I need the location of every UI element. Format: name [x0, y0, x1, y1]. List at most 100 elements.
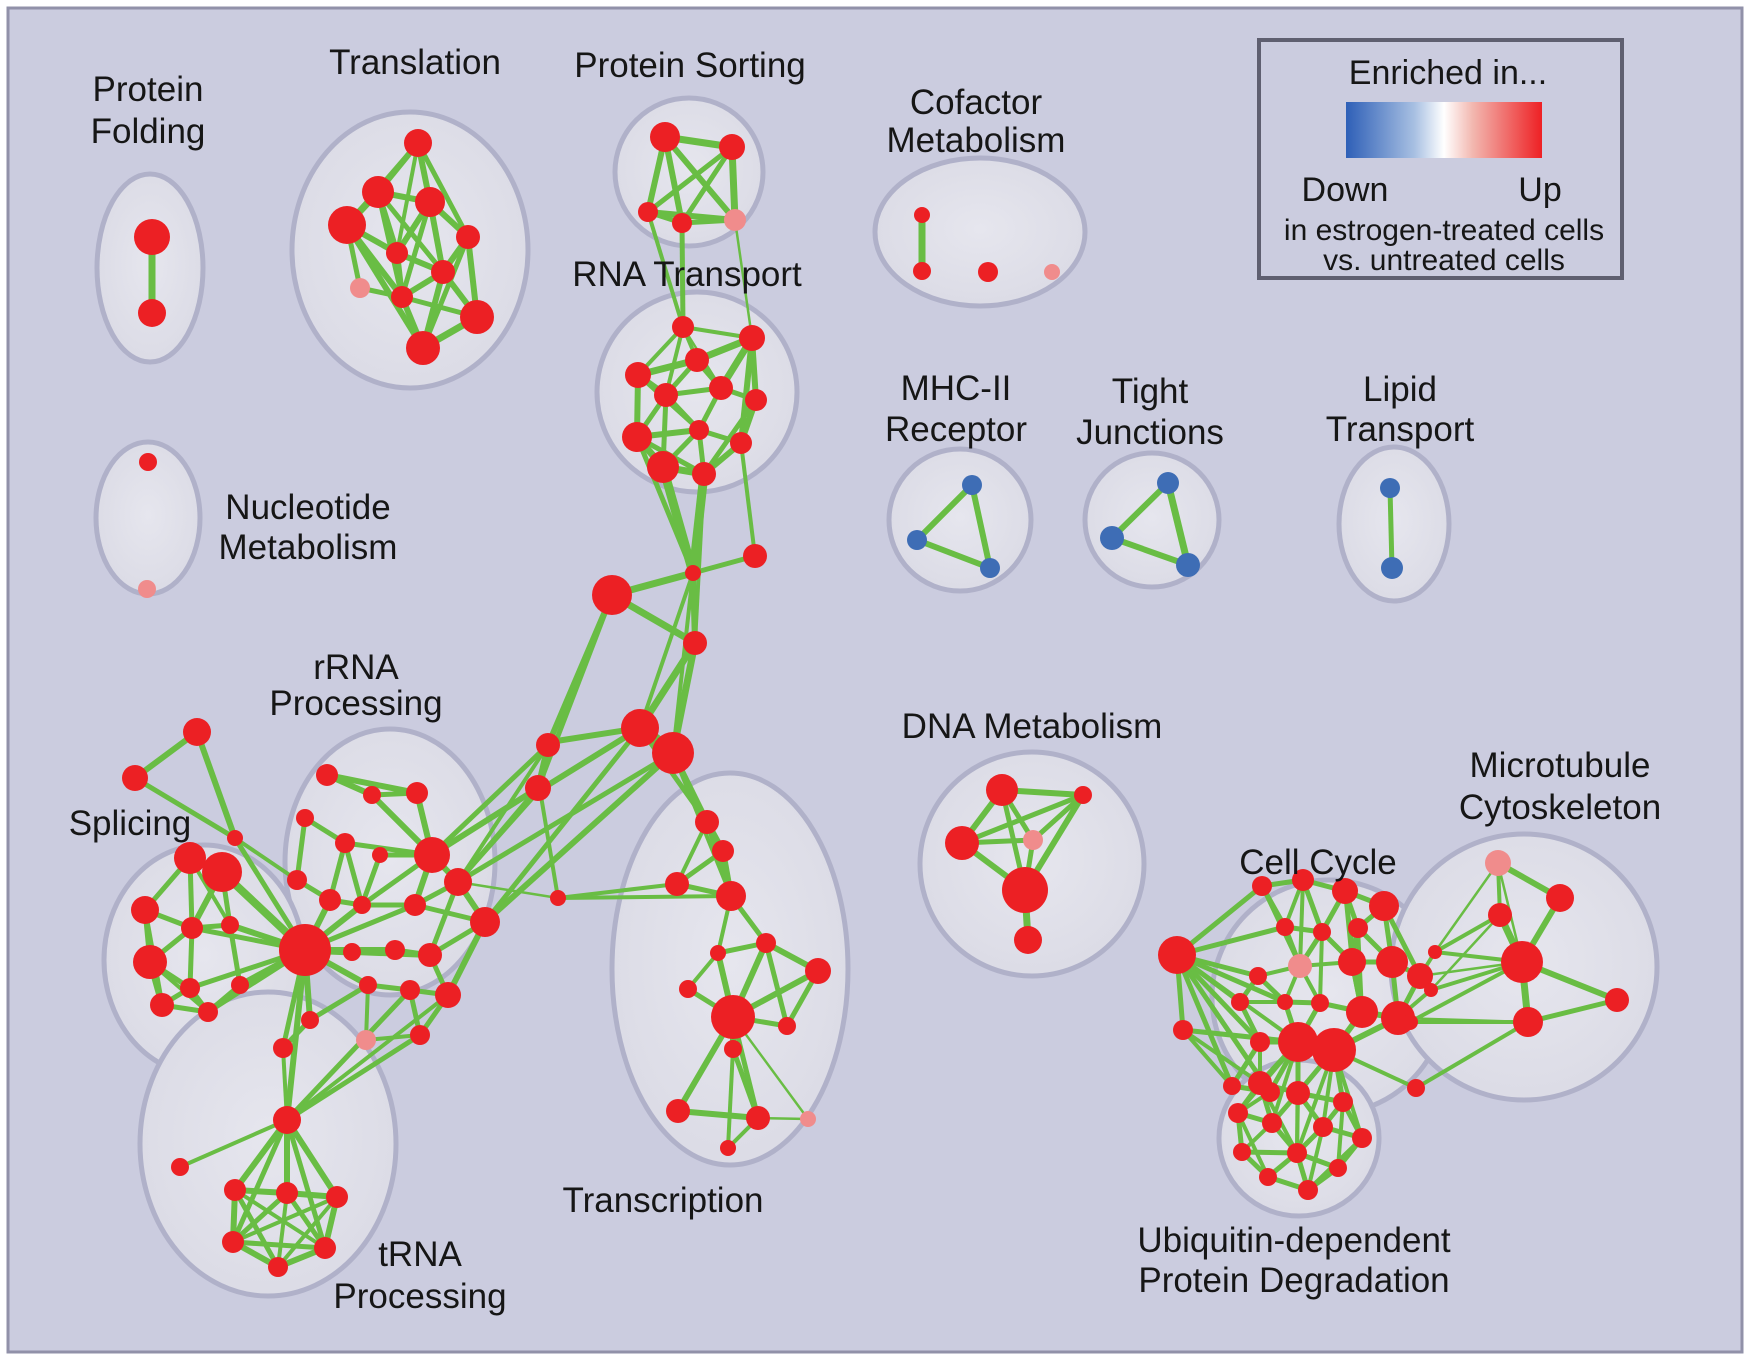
gene-set-node-rr4 — [536, 733, 560, 757]
gene-set-node-t11 — [406, 331, 440, 365]
gene-set-node-ub10 — [1329, 1159, 1347, 1177]
gene-set-node-tn3 — [224, 1179, 246, 1201]
edge-ub4-ub11 — [1236, 1112, 1270, 1178]
edge-mt5-mt6 — [1527, 997, 1618, 1025]
edge-tn4-tn7 — [284, 1191, 328, 1250]
gene-set-node-pf1 — [134, 219, 170, 255]
gene-set-node-rr17 — [343, 943, 361, 961]
cluster-label-protein-folding-line1: Protein — [93, 70, 204, 109]
gene-set-node-tr2 — [712, 840, 734, 862]
edge-ps3-rt1 — [646, 211, 685, 328]
legend-title: Enriched in... — [1349, 54, 1547, 92]
cluster-label-protein-sorting: Protein Sorting — [574, 46, 806, 85]
gene-set-node-dn6 — [1014, 926, 1042, 954]
edge-tb-tc — [133, 775, 237, 841]
gene-set-node-t3 — [415, 187, 445, 217]
gene-set-node-tr15 — [720, 1140, 736, 1156]
gene-set-node-bx2 — [743, 544, 767, 568]
edge-ps5-rt2 — [733, 219, 754, 339]
gene-set-node-rr1 — [316, 764, 338, 786]
gene-set-node-rr15 — [470, 907, 500, 937]
gene-set-node-tr14 — [800, 1111, 816, 1127]
edge-tn1-tn3 — [232, 1118, 290, 1192]
gene-set-node-trL — [550, 890, 566, 906]
edge-tn1-rr22 — [285, 993, 450, 1122]
cluster-label-transcription: Transcription — [563, 1181, 764, 1220]
edge-cc0-cc21 — [1174, 954, 1235, 1087]
edge-rr14-trL — [457, 880, 559, 900]
gene-set-node-nm2 — [138, 580, 156, 598]
gene-set-node-ub8 — [1233, 1143, 1251, 1161]
cluster-label-lipid-transport-line2: Transport — [1326, 410, 1475, 449]
gene-set-node-lt2 — [1381, 557, 1403, 579]
cluster-label-nucleotide-metabolism-line2: Metabolism — [219, 528, 398, 567]
gene-set-node-t2 — [362, 176, 394, 208]
edge-dn2-dn3 — [961, 792, 1084, 846]
edge-rt8-bx1 — [634, 436, 696, 574]
edge-tn1-rr21 — [285, 988, 412, 1122]
cluster-label-tight-junctions-line2: Junctions — [1076, 413, 1224, 452]
edge-tc-rr10 — [233, 836, 299, 882]
gene-set-node-cc14 — [1277, 994, 1293, 1010]
edge-bl2-trL — [538, 789, 560, 899]
gene-set-node-tn8 — [268, 1257, 288, 1277]
gene-set-node-ub2 — [1286, 1081, 1310, 1105]
edge-ps1-ps5 — [662, 135, 738, 222]
gene-set-node-tr9 — [711, 995, 755, 1039]
gene-set-node-mt1 — [1485, 850, 1511, 876]
gene-set-node-tc — [227, 830, 243, 846]
edge-rr4-rr9 — [430, 743, 550, 857]
gene-set-node-dn3 — [945, 826, 979, 860]
gene-set-node-cc18 — [1250, 1032, 1270, 1052]
gene-set-node-mt2 — [1546, 884, 1574, 912]
cluster-label-cofactor-metabolism-line2: Metabolism — [887, 121, 1066, 160]
gene-set-node-ub7 — [1352, 1128, 1372, 1148]
edge-t1-t5 — [415, 141, 471, 239]
gene-set-node-sp7 — [180, 978, 200, 998]
gene-set-node-cc15 — [1311, 994, 1329, 1012]
legend-gradient-bar — [1346, 102, 1542, 158]
gene-set-node-dn5 — [1002, 867, 1048, 913]
edge-t3-t9 — [399, 201, 433, 298]
gene-set-node-rt4 — [685, 348, 709, 372]
edge-ps4-rt1 — [679, 222, 686, 328]
edge-tn1-rr24 — [285, 1032, 422, 1123]
edge-dn2-dn4 — [1031, 793, 1085, 842]
gene-set-node-rt12 — [692, 462, 716, 486]
edge-tn1-tn6 — [230, 1118, 290, 1244]
gene-set-node-rr7 — [335, 833, 355, 853]
gene-set-node-tn5 — [326, 1186, 348, 1208]
gene-set-node-t8 — [350, 278, 370, 298]
edge-rr5-rr9 — [430, 785, 540, 858]
gene-set-node-ub11 — [1259, 1168, 1277, 1186]
gene-set-node-rr10 — [287, 870, 307, 890]
edge-k4-mt5 — [1414, 1020, 1530, 1090]
gene-set-node-cc3 — [1332, 878, 1358, 904]
gene-set-node-t7 — [431, 260, 455, 284]
edge-k1-mt3 — [1434, 913, 1501, 954]
gene-set-node-rr5 — [525, 775, 551, 801]
gene-set-node-rt10 — [730, 432, 752, 454]
edge-trL-tr4 — [557, 894, 732, 900]
edge-tr11-tr15 — [726, 1048, 735, 1149]
cluster-label-rrna-processing-line2: Processing — [269, 684, 442, 723]
cluster-label-tight-junctions-line1: Tight — [1112, 372, 1189, 411]
gene-set-node-cc12 — [1249, 967, 1267, 985]
gene-set-node-tr8 — [805, 958, 831, 984]
cluster-label-ubiquitin-degradation-line1: Ubiquitin-dependent — [1137, 1221, 1451, 1260]
gene-set-node-rr20 — [359, 976, 377, 994]
edge-tn1-tn2 — [179, 1118, 288, 1169]
cluster-label-cell-cycle: Cell Cycle — [1239, 843, 1397, 882]
gene-set-node-rt9 — [689, 420, 709, 440]
cluster-ellipse-dna-metabolism — [917, 749, 1147, 979]
gene-set-node-bh1 — [621, 709, 659, 747]
gene-set-node-rr2 — [363, 786, 381, 804]
cluster-ellipse-mhc-ii-receptor — [886, 446, 1034, 594]
edge-tr6-tr10 — [763, 942, 790, 1027]
gene-set-node-cc16 — [1346, 996, 1378, 1028]
gene-set-node-tr5 — [710, 945, 726, 961]
edge-tn5-tn6 — [232, 1195, 338, 1244]
gene-set-node-rr18 — [385, 940, 405, 960]
gene-set-node-cc4 — [1369, 891, 1399, 921]
legend-down-label: Down — [1302, 171, 1389, 209]
